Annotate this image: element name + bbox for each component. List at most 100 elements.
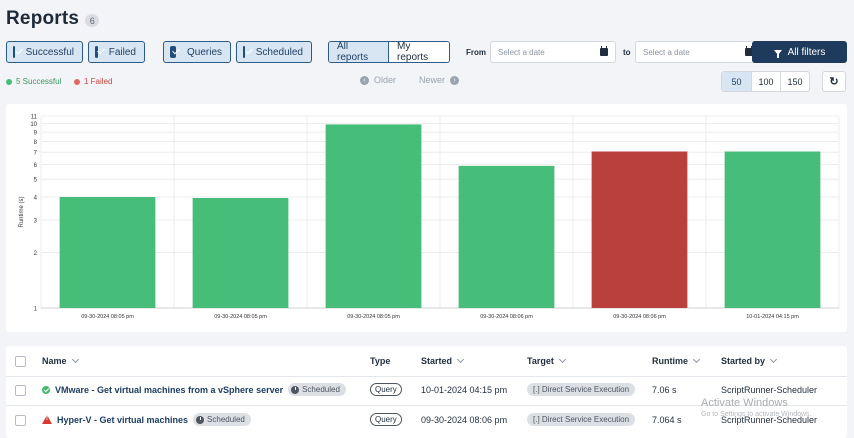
y-tick-label: 3 xyxy=(34,219,38,225)
page-header: Reports 6 xyxy=(6,8,100,30)
chevron-down-icon xyxy=(71,355,79,364)
clock-icon xyxy=(291,385,300,394)
refresh-button[interactable]: ↻ xyxy=(822,71,846,92)
y-tick-label: 2 xyxy=(34,251,38,257)
filter-failed-toggle[interactable]: Failed xyxy=(88,41,145,63)
failed-count-status: 1 Failed xyxy=(74,77,112,86)
column-header-target[interactable]: Target xyxy=(527,355,566,366)
chevron-down-icon xyxy=(456,355,465,364)
table-row-target: [.] Direct Service Execution xyxy=(527,413,636,426)
filter-queries-label: Queries xyxy=(186,46,222,58)
y-tick-label: 7 xyxy=(34,151,38,157)
row-divider xyxy=(6,405,847,406)
x-tick-label: 09-30-2024 08:05 pm xyxy=(214,314,267,320)
table-row-type: Query xyxy=(370,413,402,426)
to-date-input[interactable]: Select a date xyxy=(635,41,761,63)
y-tick-label: 8 xyxy=(34,140,38,146)
scheduled-tag: Scheduled xyxy=(193,413,251,426)
chevron-down-icon xyxy=(692,355,701,364)
chart-bar xyxy=(59,196,156,308)
type-pill: Query xyxy=(370,383,402,396)
y-axis-label: Runtime (s) xyxy=(19,196,25,227)
table-row-runtime: 7.06 s xyxy=(652,385,677,395)
report-owner-switch: All reports My reports xyxy=(328,41,450,63)
chart-bar xyxy=(325,124,422,308)
column-header-type-label: Type xyxy=(370,356,391,366)
successful-count-status: 5 Successful xyxy=(6,77,61,86)
runtime-chart-card: 1 2 3 4 5 6 7 8 9 10 11 Runtime (s) 09-30-2024 08:05… xyxy=(6,104,847,332)
page-size-100[interactable]: 100 xyxy=(751,72,780,91)
page-size-150[interactable]: 150 xyxy=(780,72,809,91)
all-filters-label: All filters xyxy=(787,46,826,58)
filter-funnel-icon xyxy=(773,49,782,58)
table-row-name[interactable]: VMware - Get virtual machines from a vSp… xyxy=(42,383,346,396)
all-reports-tab[interactable]: All reports xyxy=(329,42,388,62)
successful-count-text: 5 Successful xyxy=(16,77,62,86)
from-label: From xyxy=(466,48,486,57)
column-header-started-label: Started xyxy=(421,356,453,366)
table-row-target: [.] Direct Service Execution xyxy=(527,383,636,396)
failed-count-text: 1 Failed xyxy=(84,77,113,86)
column-header-started-by[interactable]: Started by xyxy=(721,355,778,366)
y-tick-label: 9 xyxy=(34,131,38,137)
checkbox-checked-icon xyxy=(13,46,15,58)
refresh-icon: ↻ xyxy=(829,76,839,88)
checkbox-checked-icon xyxy=(170,46,176,58)
report-name-link[interactable]: Hyper-V - Get virtual machines xyxy=(57,414,189,425)
filter-failed-label: Failed xyxy=(108,46,136,58)
chevron-left-icon[interactable]: ‹ xyxy=(360,75,369,85)
y-tick-label: 6 xyxy=(34,163,38,169)
activate-windows-subtext: Go to Settings to activate Windows. xyxy=(701,411,812,418)
older-link[interactable]: Older xyxy=(374,75,397,85)
chart-bar xyxy=(724,151,821,308)
select-all-checkbox[interactable] xyxy=(15,356,26,367)
x-tick-label: 09-30-2024 08:05 pm xyxy=(81,314,134,320)
page-size-50[interactable]: 50 xyxy=(722,72,751,91)
checkbox-checked-icon xyxy=(95,46,98,58)
chart-bar xyxy=(458,165,555,308)
row-checkbox[interactable] xyxy=(15,385,26,396)
y-tick-label: 4 xyxy=(34,195,38,201)
x-tick-label: 09-30-2024 08:05 pm xyxy=(347,314,400,320)
warning-triangle-icon xyxy=(42,415,52,424)
row-divider xyxy=(6,376,847,377)
from-date-placeholder: Select a date xyxy=(498,47,545,57)
y-tick-label: 10 xyxy=(30,122,37,128)
x-tick-label: 09-30-2024 08:06 pm xyxy=(480,314,533,320)
column-header-runtime[interactable]: Runtime xyxy=(652,355,701,366)
chart-bar xyxy=(591,151,688,308)
column-header-started[interactable]: Started xyxy=(421,355,465,366)
table-row-runtime: 7.064 s xyxy=(652,415,682,425)
calendar-icon[interactable] xyxy=(600,46,608,56)
table-row-name[interactable]: Hyper-V - Get virtual machines Scheduled xyxy=(42,413,251,426)
success-dot-icon xyxy=(6,78,12,85)
column-header-name[interactable]: Name xyxy=(42,355,79,366)
table-row-started-by: ScriptRunner-Scheduler xyxy=(721,385,818,395)
page-title: Reports xyxy=(6,8,80,29)
to-label: to xyxy=(623,48,631,57)
column-header-name-label: Name xyxy=(42,356,67,366)
checkbox-checked-icon xyxy=(243,46,245,58)
page-size-selector: 50 100 150 xyxy=(721,71,810,92)
my-reports-tab[interactable]: My reports xyxy=(388,42,449,62)
filter-queries-toggle[interactable]: Queries xyxy=(163,41,231,63)
table-row-started-by: ScriptRunner-Scheduler xyxy=(721,415,818,425)
row-checkbox[interactable] xyxy=(15,415,26,426)
filter-scheduled-toggle[interactable]: Scheduled xyxy=(236,41,312,63)
table-row-started: 09-30-2024 08:06 pm xyxy=(421,415,508,425)
column-header-target-label: Target xyxy=(527,356,554,366)
scheduled-tag-label: Scheduled xyxy=(207,415,245,424)
type-pill: Query xyxy=(370,413,402,426)
to-date-placeholder: Select a date xyxy=(643,47,690,57)
report-name-link[interactable]: VMware - Get virtual machines from a vSp… xyxy=(55,384,284,395)
chevron-right-icon[interactable]: › xyxy=(450,75,460,85)
target-tag: [.] Direct Service Execution xyxy=(527,413,636,426)
column-header-type: Type xyxy=(370,356,390,366)
filter-successful-toggle[interactable]: Successful xyxy=(6,41,83,63)
all-filters-button[interactable]: All filters xyxy=(752,41,847,63)
success-status-icon xyxy=(42,385,50,394)
newer-link[interactable]: Newer xyxy=(419,75,446,85)
y-tick-label: 5 xyxy=(34,178,38,184)
from-date-input[interactable]: Select a date xyxy=(490,41,616,63)
calendar-icon[interactable] xyxy=(745,46,753,56)
